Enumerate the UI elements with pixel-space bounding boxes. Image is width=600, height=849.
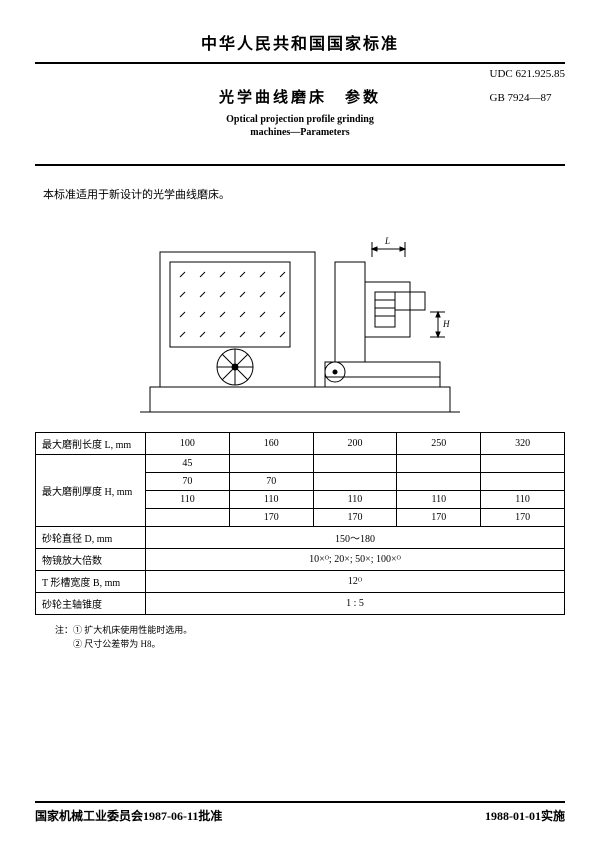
gb-code: GB 7924—87	[490, 92, 565, 104]
parameter-table: 最大磨削长度 L, mm 100 160 200 250 320 最大磨削厚度 …	[35, 432, 565, 615]
cell	[397, 473, 481, 491]
footer-approval: 国家机械工业委员会1987-06-11批准	[35, 807, 222, 824]
cell: 10×ᴼ; 20×; 50×; 100×ᴼ	[146, 549, 565, 571]
cell: 70	[146, 473, 230, 491]
cell	[481, 455, 565, 473]
cell: 250	[397, 433, 481, 455]
row-label: 物镜放大倍数	[36, 549, 146, 571]
cell	[229, 455, 313, 473]
cell	[313, 455, 397, 473]
cell: 320	[481, 433, 565, 455]
cell: 160	[229, 433, 313, 455]
intro-text: 本标准适用于新设计的光学曲线磨床。	[43, 186, 565, 202]
footer: 国家机械工业委员会1987-06-11批准 1988-01-01实施	[35, 801, 565, 824]
cell: 170	[313, 509, 397, 527]
divider	[35, 164, 565, 166]
table-row: 砂轮直径 D, mm 150～180	[36, 527, 565, 549]
cell: 170	[397, 509, 481, 527]
note-2: ② 尺寸公差带为 H8。	[55, 637, 565, 651]
cell: 110	[313, 491, 397, 509]
title-en-line2: machines—Parameters	[35, 126, 565, 139]
dim-label-l: L	[384, 236, 390, 246]
row-label: 最大磨削厚度 H, mm	[36, 455, 146, 527]
dim-label-h: H	[442, 319, 450, 329]
notes: 注：① 扩大机床使用性能时选用。 ② 尺寸公差带为 H8。	[55, 623, 565, 652]
table-row: 砂轮主轴锥度 1 : 5	[36, 593, 565, 615]
table-row: 物镜放大倍数 10×ᴼ; 20×; 50×; 100×ᴼ	[36, 549, 565, 571]
org-title: 中华人民共和国国家标准	[35, 30, 565, 64]
table-row: T 形槽宽度 B, mm 12ᴼ	[36, 571, 565, 593]
cell: 170	[481, 509, 565, 527]
machine-diagram: L H	[140, 222, 460, 417]
cell	[481, 473, 565, 491]
cell: 110	[229, 491, 313, 509]
cell	[397, 455, 481, 473]
cell: 1 : 5	[146, 593, 565, 615]
cell	[146, 509, 230, 527]
cell: 100	[146, 433, 230, 455]
row-label: 最大磨削长度 L, mm	[36, 433, 146, 455]
row-label: 砂轮主轴锥度	[36, 593, 146, 615]
title-chinese: 光学曲线磨床 参数	[35, 86, 565, 107]
cell	[313, 473, 397, 491]
cell: 12ᴼ	[146, 571, 565, 593]
cell: 150～180	[146, 527, 565, 549]
title-english: Optical projection profile grinding mach…	[35, 113, 565, 139]
footer-effective: 1988-01-01实施	[485, 807, 565, 824]
row-label: 砂轮直径 D, mm	[36, 527, 146, 549]
cell: 170	[229, 509, 313, 527]
cell: 200	[313, 433, 397, 455]
table-row: 最大磨削长度 L, mm 100 160 200 250 320	[36, 433, 565, 455]
cell: 110	[481, 491, 565, 509]
row-label: T 形槽宽度 B, mm	[36, 571, 146, 593]
cell: 110	[397, 491, 481, 509]
cell: 110	[146, 491, 230, 509]
table-row: 最大磨削厚度 H, mm 45	[36, 455, 565, 473]
cell: 70	[229, 473, 313, 491]
udc-code: UDC 621.925.85	[490, 68, 565, 80]
note-1: 注：① 扩大机床使用性能时选用。	[55, 623, 565, 637]
cell: 45	[146, 455, 230, 473]
title-en-line1: Optical projection profile grinding	[35, 113, 565, 126]
